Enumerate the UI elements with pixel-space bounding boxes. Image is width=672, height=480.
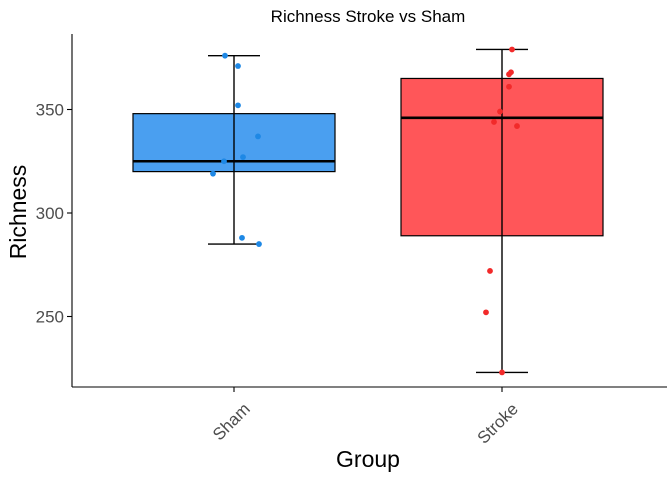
- box-group-stroke: [400, 46, 604, 376]
- y-tick-label: 250: [36, 308, 64, 327]
- data-point: [499, 369, 505, 376]
- data-point: [487, 268, 493, 274]
- data-point: [222, 52, 228, 59]
- data-point: [514, 123, 520, 129]
- data-point: [235, 102, 241, 109]
- y-axis-title: Richness: [5, 165, 31, 260]
- data-point: [509, 46, 515, 53]
- data-point: [240, 154, 246, 161]
- data-point: [506, 83, 512, 90]
- x-axis-title: Group: [336, 446, 400, 472]
- x-tick-label: Sham: [209, 399, 254, 444]
- data-point: [497, 108, 503, 115]
- data-point: [221, 158, 227, 165]
- data-point: [256, 241, 262, 247]
- data-point: [239, 234, 245, 241]
- plot-area: [132, 46, 604, 376]
- data-point: [506, 71, 512, 78]
- y-tick-label: 300: [36, 204, 64, 223]
- chart-title: Richness Stroke vs Sham: [271, 7, 466, 26]
- data-point: [235, 63, 241, 69]
- data-point: [210, 170, 216, 177]
- x-axis-ticks: Sham Stroke: [209, 387, 522, 448]
- data-point: [255, 133, 261, 140]
- x-tick-label: Stroke: [474, 399, 522, 447]
- y-axis-ticks: 250 300 350: [36, 101, 72, 327]
- data-point: [491, 119, 497, 125]
- y-tick-label: 350: [36, 101, 64, 120]
- data-point: [483, 309, 489, 316]
- box-group-sham: [132, 52, 336, 247]
